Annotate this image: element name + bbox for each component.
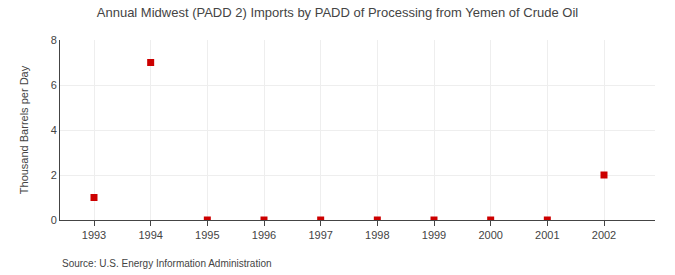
svg-text:Thousand Barrels per Day: Thousand Barrels per Day <box>18 65 30 194</box>
svg-text:0: 0 <box>51 214 57 226</box>
svg-text:1996: 1996 <box>252 229 276 241</box>
svg-text:1993: 1993 <box>82 229 106 241</box>
svg-text:1994: 1994 <box>138 229 162 241</box>
svg-text:2: 2 <box>51 169 57 181</box>
svg-text:1995: 1995 <box>195 229 219 241</box>
svg-text:1998: 1998 <box>365 229 389 241</box>
svg-text:Annual Midwest (PADD 2) Import: Annual Midwest (PADD 2) Imports by PADD … <box>97 5 579 20</box>
svg-text:4: 4 <box>51 124 57 136</box>
svg-text:1997: 1997 <box>308 229 332 241</box>
svg-text:1999: 1999 <box>422 229 446 241</box>
svg-text:Source: U.S. Energy Informatio: Source: U.S. Energy Information Administ… <box>62 258 272 269</box>
svg-text:2001: 2001 <box>535 229 559 241</box>
svg-text:8: 8 <box>51 34 57 46</box>
svg-text:2002: 2002 <box>592 229 616 241</box>
svg-text:6: 6 <box>51 79 57 91</box>
svg-text:2000: 2000 <box>478 229 502 241</box>
